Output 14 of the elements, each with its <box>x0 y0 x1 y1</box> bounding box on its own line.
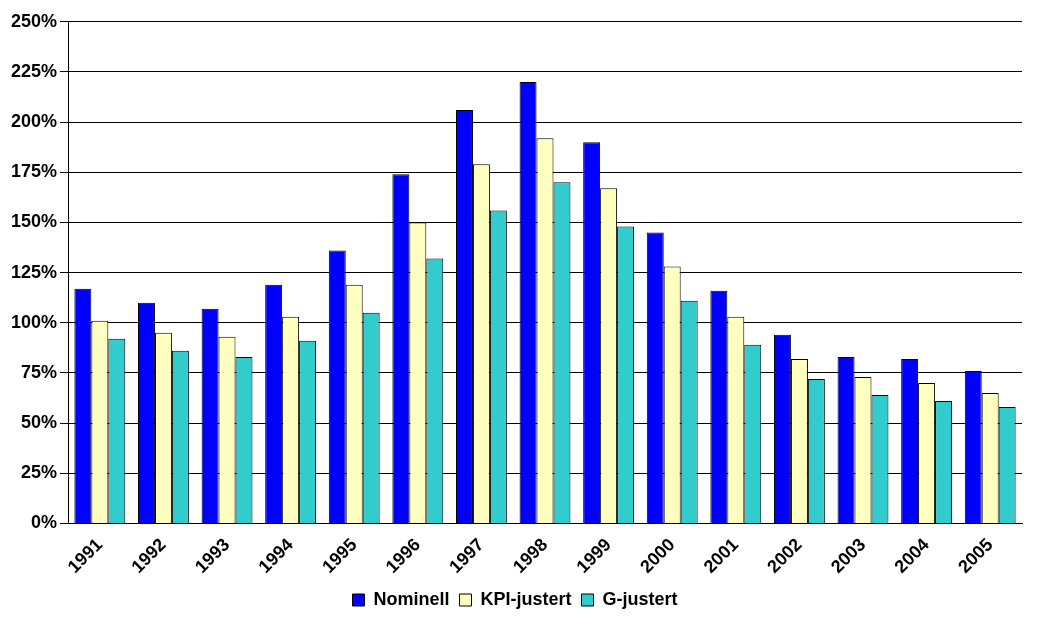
legend-label: G-justert <box>602 588 678 609</box>
legend-label: KPI-justert <box>480 588 572 609</box>
y-tick-label: 50% <box>21 412 58 433</box>
y-tick-label: 125% <box>10 261 58 282</box>
y-tick-label: 100% <box>10 311 58 332</box>
y-tick-label: 200% <box>10 111 58 132</box>
y-tick-label: 175% <box>10 161 58 182</box>
y-tick-label: 250% <box>10 10 58 31</box>
y-tick-label: 25% <box>21 462 58 483</box>
legend-label: Nominell <box>373 588 450 609</box>
y-tick-label: 75% <box>21 361 58 382</box>
y-tick-label: 150% <box>10 211 58 232</box>
y-tick-label: 0% <box>31 512 58 533</box>
y-tick-label: 225% <box>10 60 58 81</box>
